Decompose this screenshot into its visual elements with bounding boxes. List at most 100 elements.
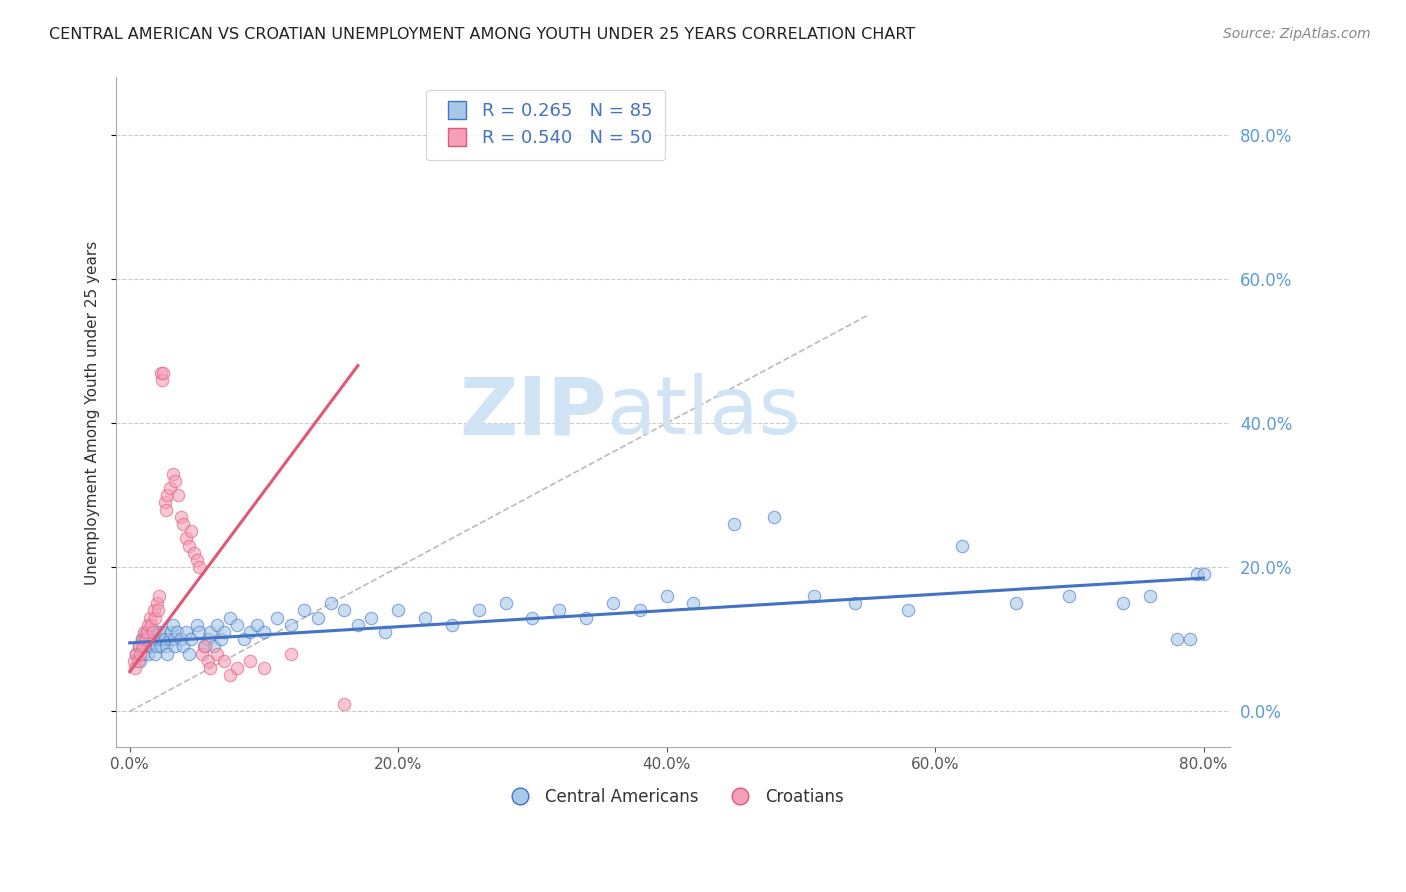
Point — [150, 632, 173, 647]
Point — [148, 625, 170, 640]
Point — [205, 647, 228, 661]
Point — [145, 640, 167, 654]
Point — [1004, 596, 1026, 610]
Point — [319, 596, 342, 610]
Point — [266, 610, 288, 624]
Point — [467, 603, 489, 617]
Point — [360, 610, 382, 624]
Point — [141, 625, 163, 640]
Point — [129, 654, 152, 668]
Point — [292, 603, 315, 617]
Point — [440, 618, 463, 632]
Point — [138, 618, 160, 632]
Point — [333, 697, 356, 711]
Point — [177, 647, 200, 661]
Point — [132, 647, 155, 661]
Point — [153, 632, 176, 647]
Point — [1185, 567, 1208, 582]
Point — [183, 546, 205, 560]
Point — [280, 618, 302, 632]
Point — [122, 654, 145, 668]
Point — [307, 610, 329, 624]
Point — [186, 553, 208, 567]
Point — [170, 632, 193, 647]
Point — [162, 467, 184, 481]
Point — [146, 632, 169, 647]
Point — [142, 632, 165, 647]
Point — [141, 618, 163, 632]
Point — [628, 603, 651, 617]
Point — [193, 640, 215, 654]
Point — [387, 603, 409, 617]
Text: atlas: atlas — [606, 374, 801, 451]
Point — [177, 539, 200, 553]
Point — [134, 632, 156, 647]
Point — [1192, 567, 1215, 582]
Point — [128, 640, 150, 654]
Point — [159, 481, 181, 495]
Point — [194, 640, 217, 654]
Point — [188, 560, 211, 574]
Point — [135, 625, 157, 640]
Point — [139, 610, 162, 624]
Point — [280, 647, 302, 661]
Point — [226, 618, 249, 632]
Point — [1139, 589, 1161, 603]
Text: CENTRAL AMERICAN VS CROATIAN UNEMPLOYMENT AMONG YOUTH UNDER 25 YEARS CORRELATION: CENTRAL AMERICAN VS CROATIAN UNEMPLOYMEN… — [49, 27, 915, 42]
Point — [762, 509, 785, 524]
Point — [232, 632, 254, 647]
Point — [170, 509, 193, 524]
Point — [142, 603, 165, 617]
Point — [246, 618, 269, 632]
Text: Source: ZipAtlas.com: Source: ZipAtlas.com — [1223, 27, 1371, 41]
Point — [682, 596, 704, 610]
Point — [135, 632, 157, 647]
Point — [522, 610, 544, 624]
Point — [347, 618, 370, 632]
Point — [143, 610, 166, 624]
Text: ZIP: ZIP — [460, 374, 606, 451]
Point — [139, 632, 162, 647]
Point — [209, 632, 232, 647]
Point — [655, 589, 678, 603]
Point — [156, 488, 179, 502]
Point — [844, 596, 866, 610]
Point — [165, 474, 187, 488]
Point — [191, 647, 214, 661]
Point — [1166, 632, 1188, 647]
Point — [803, 589, 825, 603]
Point — [200, 661, 222, 675]
Point — [174, 532, 197, 546]
Point — [172, 516, 194, 531]
Point — [152, 625, 174, 640]
Point — [180, 632, 202, 647]
Point — [219, 668, 242, 682]
Point — [131, 632, 153, 647]
Point — [125, 647, 148, 661]
Point — [148, 589, 170, 603]
Point — [132, 640, 155, 654]
Point — [950, 539, 973, 553]
Point — [1112, 596, 1135, 610]
Point — [131, 632, 153, 647]
Point — [152, 366, 174, 380]
Point — [136, 625, 159, 640]
Point — [186, 618, 208, 632]
Point — [156, 647, 179, 661]
Point — [141, 640, 163, 654]
Point — [163, 632, 186, 647]
Point — [1178, 632, 1201, 647]
Point — [166, 625, 188, 640]
Point — [128, 640, 150, 654]
Point — [129, 647, 152, 661]
Point — [602, 596, 624, 610]
Point — [212, 654, 235, 668]
Point — [575, 610, 598, 624]
Point — [145, 596, 167, 610]
Point — [239, 654, 262, 668]
Point — [141, 625, 163, 640]
Point — [149, 640, 172, 654]
Point — [165, 640, 187, 654]
Point — [200, 625, 222, 640]
Point — [159, 632, 181, 647]
